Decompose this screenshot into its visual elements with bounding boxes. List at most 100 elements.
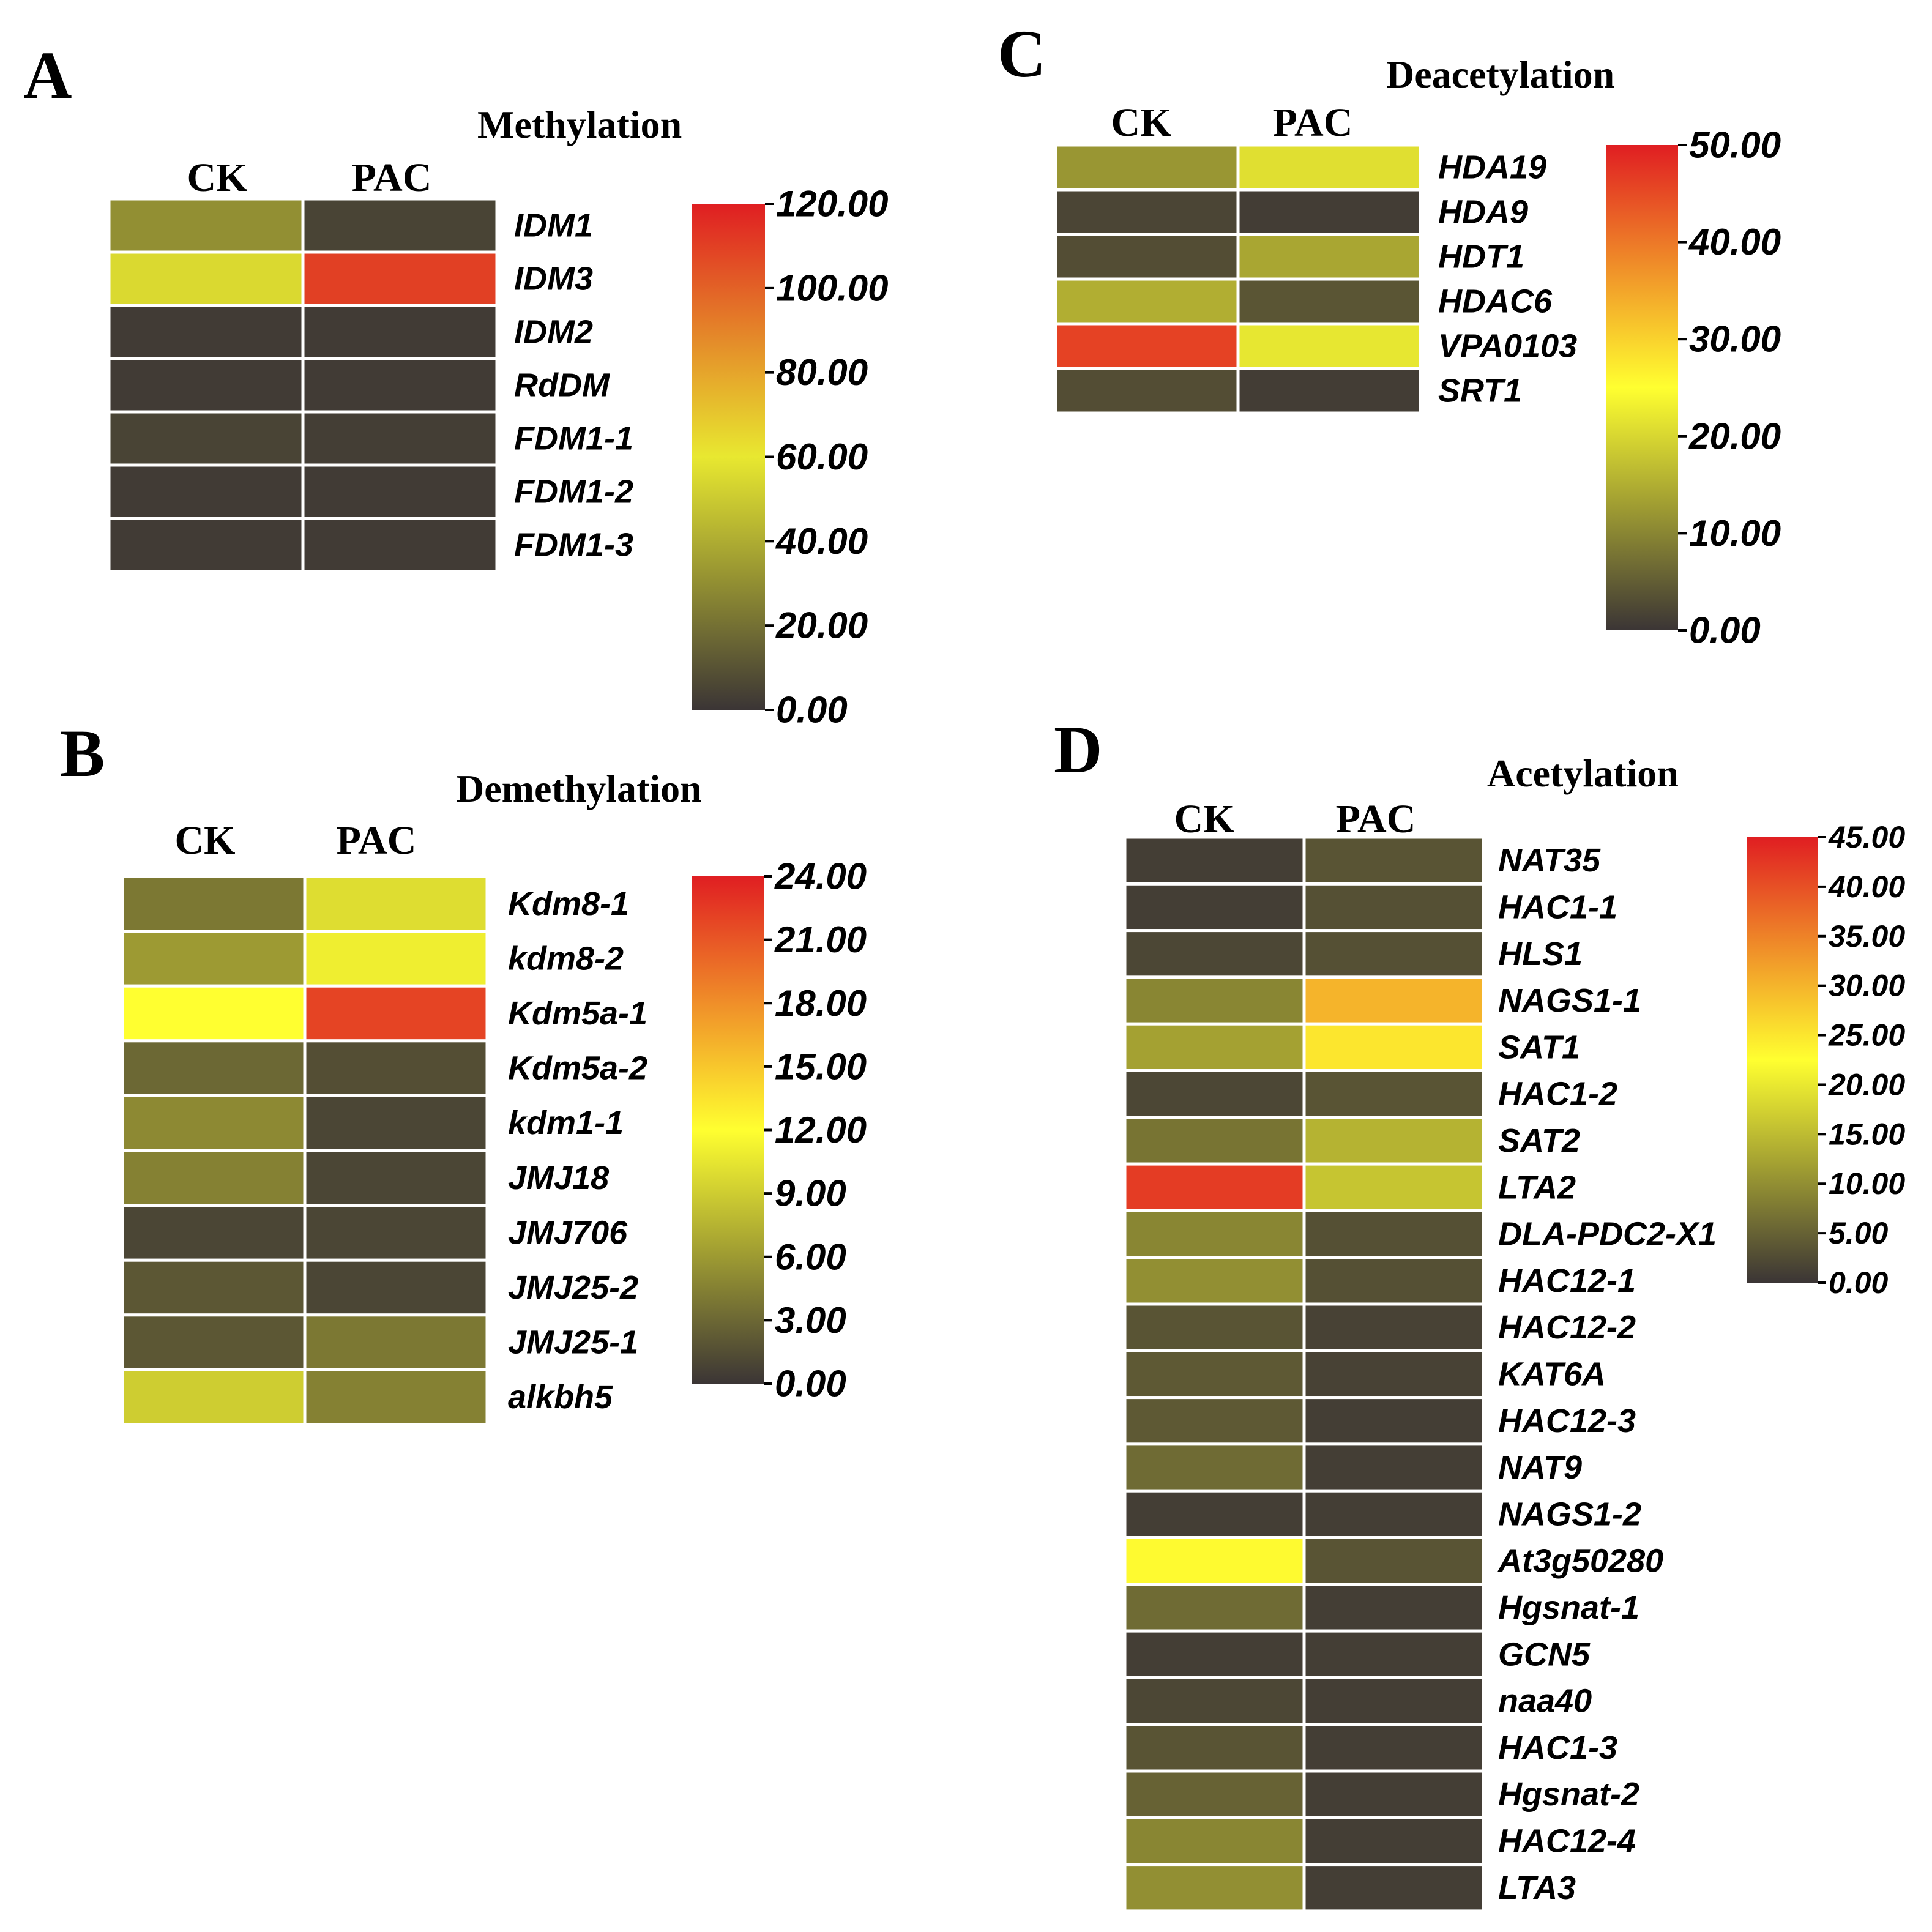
- row-label-jmj25-2: JMJ25-2: [508, 1269, 638, 1306]
- heatmap-cell-nat9-ck: [1123, 1442, 1306, 1493]
- heatmap-cell-alkbh5-pac: [303, 1368, 489, 1427]
- heatmap-cell-jmj18-pac: [303, 1149, 489, 1207]
- heatmap-cell-fdm1-2-ck: [107, 463, 305, 520]
- row-label-rddm: RdDM: [514, 367, 610, 404]
- heatmap-cell-vpa0103-ck: [1054, 322, 1240, 370]
- heatmap-cell-jmj25-2-pac: [303, 1258, 489, 1317]
- heatmap-cell-nags1-2-ck: [1123, 1489, 1306, 1539]
- heatmap-cell-hgsnat-2-ck: [1123, 1769, 1306, 1819]
- heatmap-cell-kdm5a-2-ck: [121, 1039, 307, 1097]
- row-labels-a: IDM1 IDM3 IDM2 RdDM FDM1-1 FDM1-2 FDM1-3: [514, 207, 633, 564]
- column-label-ck: CK: [187, 155, 248, 200]
- colorbar-tick-label: 80.00: [776, 352, 868, 393]
- colorbar-tick-label: 60.00: [776, 436, 868, 477]
- heatmap-cell-srt1-pac: [1236, 367, 1422, 415]
- row-label-hda9: HDA9: [1438, 194, 1528, 231]
- heatmap-cell-hac12-3-ck: [1123, 1396, 1306, 1446]
- heatmap-cell-hac12-2-pac: [1302, 1302, 1485, 1352]
- colorbar-tick-label: 40.00: [1828, 870, 1905, 904]
- row-label-jmj25-1: JMJ25-1: [508, 1324, 638, 1361]
- heatmap-cell-hac12-2-ck: [1123, 1302, 1306, 1352]
- colorbar-tick-label: 15.00: [775, 1046, 867, 1087]
- panel-letter-c: C: [998, 17, 1046, 91]
- heatmap-cell-lta3-ck: [1123, 1863, 1306, 1913]
- column-label-ck: CK: [175, 818, 236, 863]
- heatmap-cells-c: [1054, 143, 1422, 415]
- colorbar-tick-label: 30.00: [1689, 319, 1781, 360]
- row-label-hac1-2: HAC1-2: [1498, 1076, 1617, 1113]
- row-label-hgsnat-1: Hgsnat-1: [1498, 1589, 1639, 1626]
- heatmap-cell-lta2-pac: [1302, 1162, 1485, 1212]
- colorbar-tick-label: 45.00: [1828, 820, 1905, 854]
- heatmap-cell-hac12-1-ck: [1123, 1256, 1306, 1306]
- colorbar-ticks-b: 0.00 3.00 6.00 9.00 12.00 15.00 18.00 21.00 24.0…: [764, 856, 867, 1404]
- heatmap-cell-jmj25-2-ck: [121, 1258, 307, 1317]
- colorbar-tick-label: 0.00: [775, 1363, 846, 1404]
- row-label-idm3: IDM3: [514, 261, 593, 297]
- heatmap-cell-nat35-pac: [1302, 835, 1485, 886]
- colorbar-tick-label: 25.00: [1828, 1018, 1905, 1053]
- heatmap-cell-hls1-pac: [1302, 929, 1485, 979]
- heatmap-cell-idm2-ck: [107, 304, 305, 360]
- heatmap-cell-hdt1-ck: [1054, 233, 1240, 281]
- heatmap-cell-nat9-pac: [1302, 1442, 1485, 1493]
- heatmap-cell-kat6a-pac: [1302, 1349, 1485, 1400]
- row-label-jmj18: JMJ18: [508, 1160, 609, 1196]
- heatmap-cell-gcn5-ck: [1123, 1629, 1306, 1679]
- heatmap-cell-hac1-2-pac: [1302, 1069, 1485, 1119]
- row-label-idm2: IDM2: [514, 314, 593, 351]
- heatmap-cell-idm1-pac: [301, 197, 499, 254]
- colorbar-tick-label: 20.00: [775, 605, 868, 646]
- row-label-gcn5: GCN5: [1498, 1636, 1591, 1673]
- heatmap-cell-sat2-ck: [1123, 1116, 1306, 1166]
- heatmap-cell-fdm1-3-pac: [301, 517, 499, 573]
- heatmap-cell-srt1-ck: [1054, 367, 1240, 415]
- heatmap-cells-a: [107, 197, 499, 573]
- heatmap-cell-kdm5a-1-pac: [303, 984, 489, 1043]
- heatmap-cell-fdm1-1-ck: [107, 410, 305, 467]
- heatmap-cell-hda9-pac: [1236, 188, 1422, 236]
- row-label-nags1-1: NAGS1-1: [1498, 982, 1641, 1019]
- heatmap-cell-rddm-pac: [301, 357, 499, 414]
- colorbar-tick-label: 18.00: [775, 983, 867, 1024]
- row-labels-d: NAT35 HAC1-1 HLS1 NAGS1-1 SAT1 HAC1-2 SAT2 LTA2…: [1497, 842, 1717, 1906]
- heatmap-cell-hac1-1-ck: [1123, 882, 1306, 933]
- heatmap-cell-fdm1-3-ck: [107, 517, 305, 573]
- panel-letter-d: D: [1054, 712, 1102, 787]
- colorbar-tick-label: 120.00: [776, 184, 889, 225]
- heatmap-cell-sat1-ck: [1123, 1022, 1306, 1072]
- heatmap-cell-kdm8-1-ck: [121, 875, 307, 933]
- row-label-naa40: naa40: [1498, 1683, 1592, 1720]
- row-label-fdm1-3: FDM1-3: [514, 527, 633, 564]
- heatmap-cell-fdm1-2-pac: [301, 463, 499, 520]
- row-label-sat1: SAT1: [1498, 1029, 1580, 1065]
- heatmap-cell-rddm-ck: [107, 357, 305, 414]
- colorbar-tick-label: 50.00: [1689, 125, 1781, 166]
- column-label-pac: PAC: [337, 818, 417, 863]
- row-label-sat2: SAT2: [1498, 1122, 1580, 1159]
- heatmap-cell-idm3-pac: [301, 250, 499, 307]
- heatmap-cell-at3g50280-ck: [1123, 1536, 1306, 1586]
- heatmap-cells-d: [1123, 835, 1485, 1913]
- heatmap-cell-hda9-ck: [1054, 188, 1240, 236]
- panel-d: D Acetylation CK PAC NAT35 HAC1-1 HLS1 NAGS…: [1054, 712, 1905, 1913]
- row-label-hls1: HLS1: [1498, 936, 1583, 972]
- row-label-alkbh5: alkbh5: [508, 1379, 613, 1415]
- heatmap-cell-dla-pdc2-x1-ck: [1123, 1209, 1306, 1259]
- row-label-vpa0103: VPA0103: [1438, 328, 1577, 365]
- row-label-hdt1: HDT1: [1438, 239, 1524, 275]
- colorbar-tick-label: 24.00: [774, 856, 867, 897]
- heatmap-cell-nags1-1-pac: [1302, 975, 1485, 1026]
- heatmap-cell-hls1-ck: [1123, 929, 1306, 979]
- colorbar-tick-label: 35.00: [1829, 919, 1905, 953]
- colorbar-tick-label: 100.00: [776, 267, 889, 308]
- row-label-kdm8-2: kdm8-2: [508, 940, 624, 977]
- row-label-hac12-3: HAC12-3: [1498, 1403, 1636, 1439]
- heatmap-cell-nags1-2-pac: [1302, 1489, 1485, 1539]
- heatmap-cell-kdm8-2-ck: [121, 930, 307, 988]
- colorbar-ticks-c: 0.00 10.00 20.00 30.00 40.00 50.00: [1678, 125, 1781, 651]
- heatmap-cell-dla-pdc2-x1-pac: [1302, 1209, 1485, 1259]
- heatmap-cell-kat6a-ck: [1123, 1349, 1306, 1400]
- heatmap-cell-alkbh5-ck: [121, 1368, 307, 1427]
